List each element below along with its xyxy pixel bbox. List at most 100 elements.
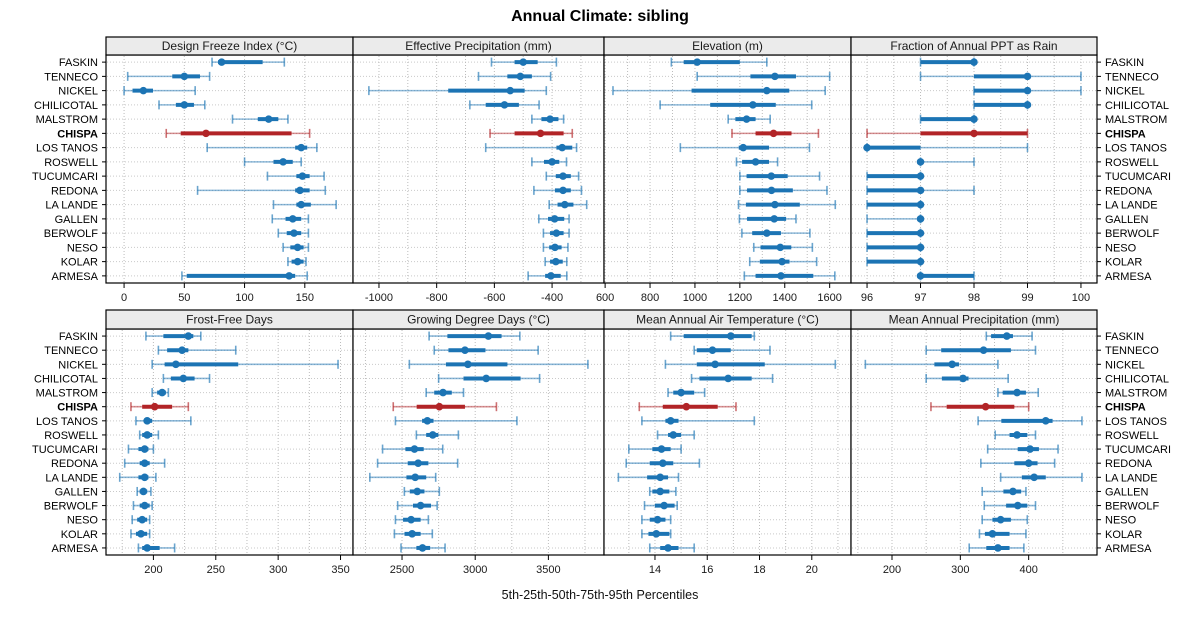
series-row-chispa bbox=[731, 128, 820, 138]
axis-tick-label: 200 bbox=[883, 564, 901, 576]
median-dot bbox=[1023, 101, 1032, 109]
station-label: TUCUMCARI bbox=[32, 171, 98, 183]
median-dot bbox=[776, 243, 785, 252]
median-dot bbox=[916, 215, 925, 223]
median-dot bbox=[762, 229, 771, 237]
station-label: CHISPA bbox=[57, 402, 98, 414]
station-label: ROSWELL bbox=[1105, 430, 1159, 442]
series-row-chilicotal bbox=[158, 100, 206, 110]
series-row-faskin bbox=[428, 331, 521, 341]
median-dot bbox=[547, 272, 555, 280]
station-label: NESO bbox=[1105, 242, 1137, 254]
station-label: LA LANDE bbox=[1105, 200, 1158, 212]
median-dot bbox=[143, 431, 151, 439]
station-label: KOLAR bbox=[61, 529, 98, 541]
median-dot bbox=[656, 473, 664, 482]
panel-title: Fraction of Annual PPT as Rain bbox=[890, 39, 1057, 53]
median-dot bbox=[656, 487, 664, 496]
series-row-armesa bbox=[181, 271, 309, 281]
series-row-armesa bbox=[137, 543, 176, 553]
station-label: MALSTROM bbox=[36, 388, 98, 400]
median-dot bbox=[506, 86, 515, 95]
median-dot bbox=[548, 158, 556, 166]
station-label: ARMESA bbox=[52, 271, 99, 283]
axis-tick-label: 1200 bbox=[728, 292, 752, 304]
station-label: CHILICOTAL bbox=[1105, 373, 1169, 385]
series-row-roswell bbox=[531, 157, 568, 167]
axis-tick-label: 350 bbox=[331, 564, 349, 576]
median-dot bbox=[767, 186, 776, 195]
series-row-la-lande bbox=[737, 200, 837, 210]
panel-background bbox=[604, 329, 851, 555]
series-row-redona bbox=[533, 185, 583, 195]
median-dot bbox=[970, 129, 978, 138]
axis-tick-label: 16 bbox=[701, 564, 713, 576]
median-dot bbox=[288, 215, 297, 223]
station-label: GALLEN bbox=[55, 214, 98, 226]
median-dot bbox=[666, 417, 675, 425]
station-label: NESO bbox=[67, 515, 99, 527]
series-row-chilicotal bbox=[925, 373, 1009, 383]
series-row-armesa bbox=[916, 271, 975, 281]
series-row-la-lande bbox=[369, 472, 437, 482]
axis-tick-label: 96 bbox=[861, 292, 873, 304]
series-row-gallen bbox=[981, 486, 1027, 496]
median-dot bbox=[158, 388, 166, 397]
series-row-berwolf bbox=[396, 501, 438, 511]
station-label: MALSTROM bbox=[1105, 114, 1167, 126]
series-row-malstrom bbox=[425, 388, 465, 398]
median-dot bbox=[414, 459, 422, 467]
median-dot bbox=[916, 229, 925, 237]
series-row-la-lande bbox=[118, 472, 157, 482]
station-label: ARMESA bbox=[1105, 271, 1152, 283]
series-row-la-lande bbox=[548, 200, 588, 210]
median-dot bbox=[293, 243, 302, 252]
median-dot bbox=[264, 115, 273, 123]
series-row-tucumcari bbox=[628, 444, 682, 454]
series-row-redona bbox=[123, 458, 166, 468]
axis-tick-label: 99 bbox=[1021, 292, 1033, 304]
station-label: LOS TANOS bbox=[36, 143, 98, 155]
station-label: LA LANDE bbox=[45, 200, 98, 212]
median-dot bbox=[916, 257, 925, 266]
axis-tick-label: 1400 bbox=[773, 292, 797, 304]
axis-tick-label: 18 bbox=[753, 564, 765, 576]
station-label: TUCUMCARI bbox=[1105, 171, 1171, 183]
axis-tick-label: 300 bbox=[269, 564, 287, 576]
series-row-faskin bbox=[145, 331, 202, 341]
median-dot bbox=[143, 417, 151, 425]
station-label: NICKEL bbox=[58, 86, 98, 98]
median-dot bbox=[767, 172, 776, 180]
median-dot bbox=[1023, 86, 1032, 95]
median-dot bbox=[724, 374, 732, 383]
series-row-gallen bbox=[403, 486, 441, 496]
median-dot bbox=[916, 158, 925, 166]
station-label: MALSTROM bbox=[36, 114, 98, 126]
median-dot bbox=[551, 243, 559, 252]
median-dot bbox=[150, 402, 159, 411]
series-row-los-tanos bbox=[863, 143, 1029, 153]
median-dot bbox=[172, 360, 180, 369]
panel-title: Mean Annual Precipitation (mm) bbox=[889, 313, 1060, 327]
axis-tick-label: 150 bbox=[296, 292, 314, 304]
axis-tick-label: 98 bbox=[968, 292, 980, 304]
median-dot bbox=[519, 58, 528, 66]
axis-tick-label: 400 bbox=[1019, 564, 1037, 576]
series-row-chilicotal bbox=[162, 373, 211, 383]
axis-tick-label: 100 bbox=[1072, 292, 1090, 304]
series-row-tucumcari bbox=[266, 171, 325, 181]
axis-tick-label: 1600 bbox=[817, 292, 841, 304]
series-row-berwolf bbox=[741, 228, 811, 238]
series-row-malstrom bbox=[727, 114, 771, 124]
series-row-roswell bbox=[243, 157, 302, 167]
axis-tick-label: 0 bbox=[121, 292, 127, 304]
median-dot bbox=[293, 257, 302, 266]
median-dot bbox=[552, 257, 560, 266]
station-label: CHILICOTAL bbox=[34, 373, 98, 385]
median-dot bbox=[916, 186, 925, 195]
series-row-berwolf bbox=[542, 228, 570, 238]
axis-tick-label: 300 bbox=[951, 564, 969, 576]
series-row-armesa bbox=[968, 543, 1025, 553]
median-dot bbox=[988, 530, 997, 538]
